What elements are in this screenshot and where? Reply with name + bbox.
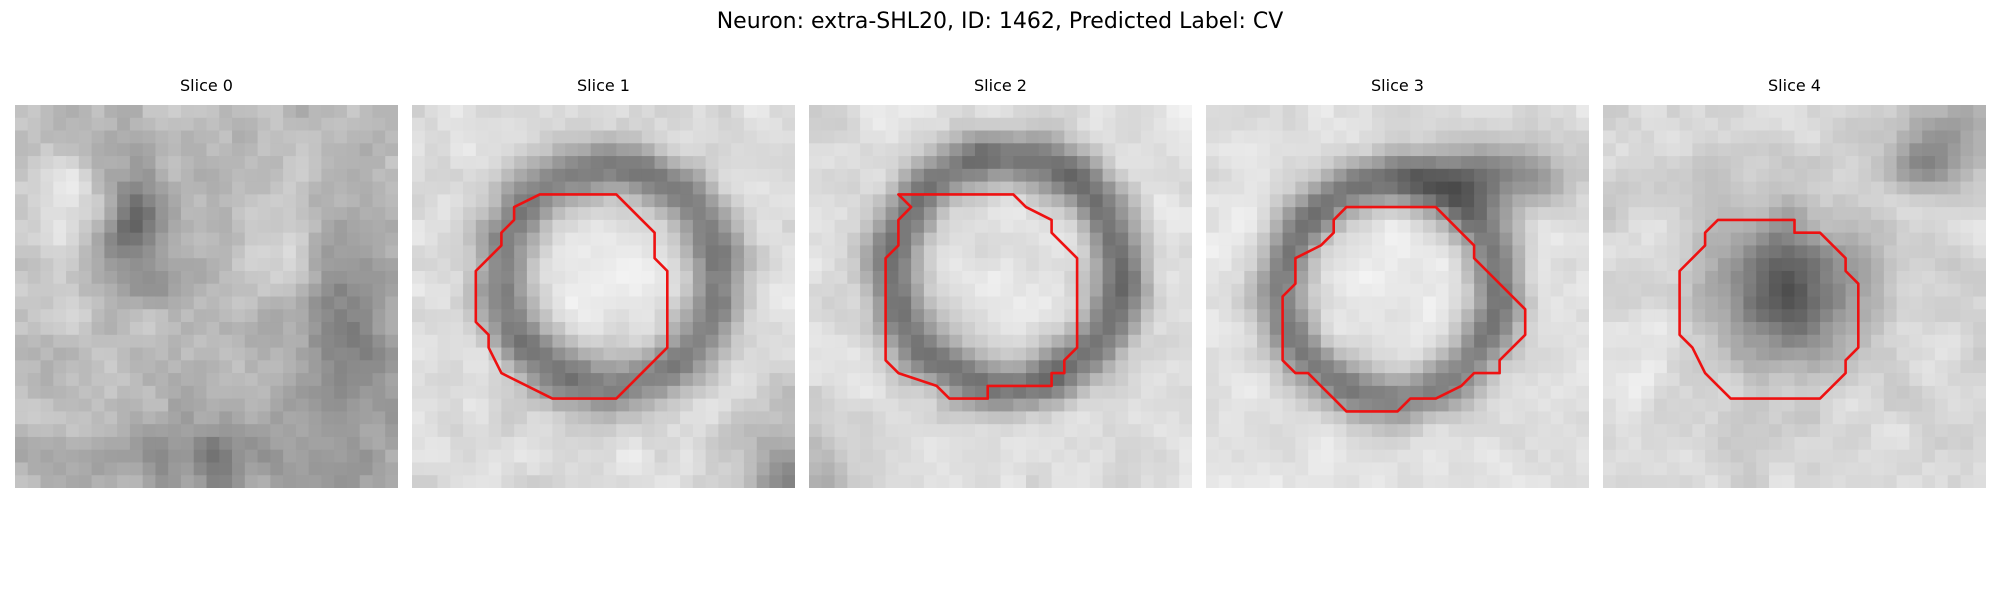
slice-image-4 [1603, 105, 1986, 488]
slice-panel-0: Slice 0 [15, 76, 398, 488]
slice-title-1: Slice 1 [577, 76, 630, 95]
segmentation-contour [474, 193, 669, 400]
slice-pixels [1603, 105, 1986, 488]
slice-panel-2: Slice 2 [809, 76, 1192, 488]
slice-panel-1: Slice 1 [412, 76, 795, 488]
slice-title-3: Slice 3 [1371, 76, 1424, 95]
slice-pixels [809, 105, 1192, 488]
slice-panel-3: Slice 3 [1206, 76, 1589, 488]
slice-image-1 [412, 105, 795, 488]
slice-image-3 [1206, 105, 1589, 488]
slice-pixels [1206, 105, 1589, 488]
slice-title-2: Slice 2 [974, 76, 1027, 95]
slice-title-4: Slice 4 [1768, 76, 1821, 95]
segmentation-contour [1678, 218, 1860, 400]
segmentation-contour [884, 193, 1079, 400]
slice-image-0 [15, 105, 398, 488]
slice-pixels [412, 105, 795, 488]
slice-pixels [15, 105, 398, 488]
slice-panel-4: Slice 4 [1603, 76, 1986, 488]
slice-title-0: Slice 0 [180, 76, 233, 95]
segmentation-contour [1281, 205, 1527, 413]
figure-title: Neuron: extra-SHL20, ID: 1462, Predicted… [716, 9, 1284, 34]
slice-image-2 [809, 105, 1192, 488]
